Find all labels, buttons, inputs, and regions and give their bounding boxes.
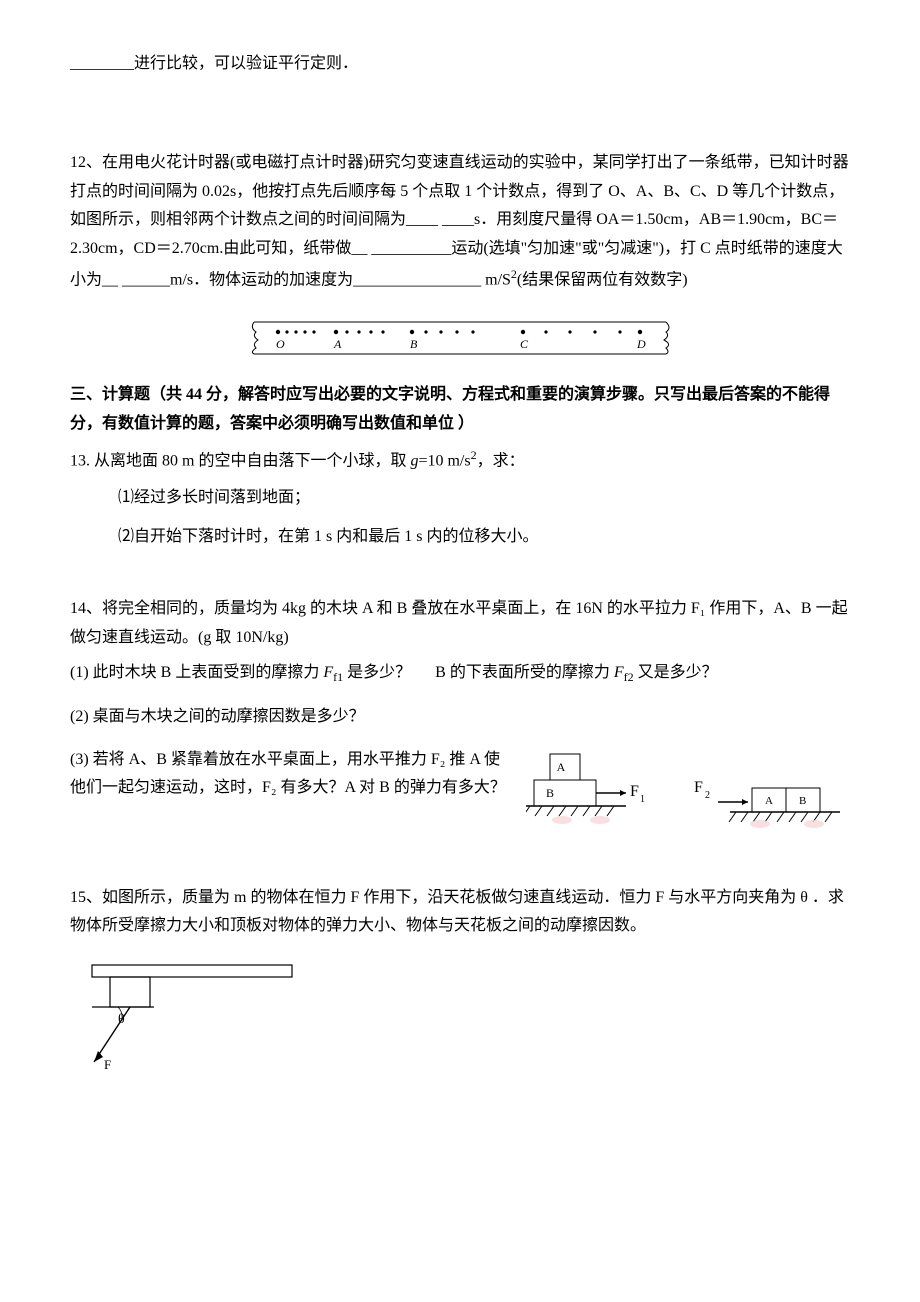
svg-text:F: F bbox=[104, 1057, 111, 1072]
q14-line1: 14、将完全相同的，质量均为 4kg 的木块 A 和 B 叠放在水平桌面上，在 … bbox=[70, 595, 850, 653]
q12-block: 12、在用电火花计时器(或电磁打点计时器)研究匀变速直线运动的实验中，某同学打出… bbox=[70, 149, 850, 363]
q15-block: 15、如图所示，质量为 m 的物体在恒力 F 作用下，沿天花板做匀速直线运动．恒… bbox=[70, 884, 850, 1088]
q13-stem: 13. 从离地面 80 m 的空中自由落下一个小球，取 g=10 m/s2，求： bbox=[70, 445, 850, 476]
tape-svg: OABCD bbox=[230, 313, 690, 363]
svg-text:A: A bbox=[557, 760, 566, 774]
q14-fig1-svg: AB F1 bbox=[526, 750, 666, 840]
q11-tail: ________进行比较，可以验证平行定则． bbox=[70, 55, 358, 72]
q14-sub1-d: 又是多少？ bbox=[638, 664, 718, 681]
q14-sub1-b: 是多少？ bbox=[347, 664, 411, 681]
q14-row: (3) 若将 A、B 紧靠着放在水平桌面上，用水平推力 F₂ 推 A 使他们一起… bbox=[70, 746, 850, 840]
svg-text:D: D bbox=[636, 337, 646, 351]
q13-sub2: ⑵自开始下落时计时，在第 1 s 内和最后 1 s 内的位移大小。 bbox=[70, 523, 850, 552]
tape-diagram: OABCD bbox=[70, 313, 850, 363]
q14-sub1-c: B 的下表面所受的摩擦力 bbox=[435, 664, 610, 681]
q14-figs: ABF1 F2AB bbox=[526, 746, 850, 840]
q14-block: 14、将完全相同的，质量均为 4kg 的木块 A 和 B 叠放在水平桌面上，在 … bbox=[70, 595, 850, 839]
q12-text-tail: (结果保留两位有效数字) bbox=[517, 271, 688, 288]
svg-text:A: A bbox=[765, 795, 773, 807]
svg-text:F: F bbox=[694, 780, 703, 796]
q13-stem-tail: ，求： bbox=[477, 452, 525, 469]
svg-text:1: 1 bbox=[640, 794, 645, 805]
q14-sub3: (3) 若将 A、B 紧靠着放在水平桌面上，用水平推力 F₂ 推 A 使他们一起… bbox=[70, 746, 506, 804]
section3-title: 三、计算题（共 44 分，解答时应写出必要的文字说明、方程式和重要的演算步骤。只… bbox=[70, 381, 850, 439]
q13-stem-a: 13. 从离地面 80 m 的空中自由落下一个小球，取 bbox=[70, 452, 410, 469]
svg-text:2: 2 bbox=[705, 790, 710, 801]
q14-sub1-a: (1) 此时木块 B 上表面受到的摩擦力 bbox=[70, 664, 319, 681]
q14-f2: Ff2 bbox=[614, 664, 634, 681]
q15-svg: θF bbox=[82, 957, 302, 1077]
q14-f1: Ff1 bbox=[323, 664, 343, 681]
q14-sub1: (1) 此时木块 B 上表面受到的摩擦力 Ff1 是多少？ B 的下表面所受的摩… bbox=[70, 659, 850, 689]
q14-line1-text: 14、将完全相同的，质量均为 4kg 的木块 A 和 B 叠放在水平桌面上，在 … bbox=[70, 600, 848, 646]
svg-text:A: A bbox=[333, 337, 342, 351]
q13-gval: =10 m/s bbox=[418, 452, 470, 469]
q15-fig: θF bbox=[82, 957, 850, 1088]
q14-fig2-svg: F2 A B bbox=[690, 780, 850, 840]
svg-text:B: B bbox=[799, 795, 806, 807]
q14-sub2: (2) 桌面与木块之间的动摩擦因数是多少？ bbox=[70, 703, 850, 732]
q12-text-main: 12、在用电火花计时器(或电磁打点计时器)研究匀变速直线运动的实验中，某同学打出… bbox=[70, 154, 849, 289]
q13-sub1: ⑴经过多长时间落到地面； bbox=[70, 484, 850, 513]
svg-text:B: B bbox=[410, 337, 418, 351]
svg-text:O: O bbox=[276, 337, 285, 351]
svg-text:B: B bbox=[546, 786, 554, 800]
q12-text: 12、在用电火花计时器(或电磁打点计时器)研究匀变速直线运动的实验中，某同学打出… bbox=[70, 149, 850, 295]
q15-text: 15、如图所示，质量为 m 的物体在恒力 F 作用下，沿天花板做匀速直线运动．恒… bbox=[70, 884, 850, 942]
q11-tail-line: ________进行比较，可以验证平行定则． bbox=[70, 50, 850, 79]
svg-text:C: C bbox=[520, 337, 529, 351]
svg-text:F: F bbox=[630, 783, 639, 800]
